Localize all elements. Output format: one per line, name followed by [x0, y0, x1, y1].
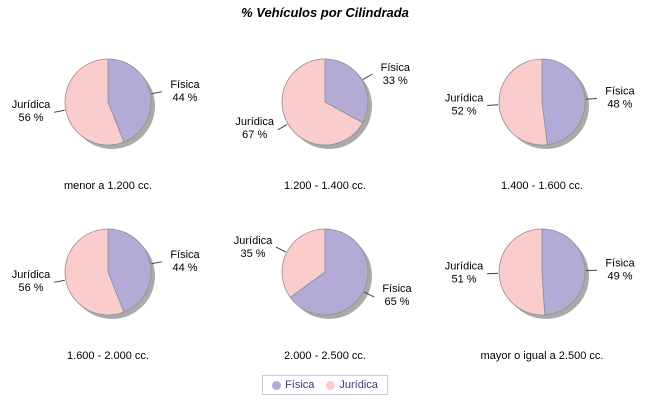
slice-label-juridica: Jurídica 56 %: [12, 99, 51, 124]
label-leader-line: [275, 246, 287, 253]
slice-label-fisica: Física 44 %: [170, 79, 200, 104]
slice-label-juridica: Jurídica 51 %: [445, 261, 484, 286]
pie-slice-juridica: [281, 58, 364, 146]
slice-label-fisica: Física 33 %: [381, 62, 411, 87]
slice-label-juridica: Jurídica 67 %: [235, 116, 274, 141]
pie-slice-juridica: [64, 228, 125, 316]
pie-slice-fisica: [289, 228, 369, 316]
pie-cell-4: Física 44 % Jurídica 56 % 1.600 - 2.000 cc.: [0, 210, 216, 380]
chart-title: % Vehículos por Cilindrada: [241, 5, 409, 20]
pie-cell-1: Física 44 % Jurídica 56 % menor a 1.200 cc.: [0, 40, 216, 210]
slice-label-juridica: Jurídica 56 %: [12, 269, 51, 294]
label-leader-line: [487, 104, 499, 106]
pie-cell-6: Física 49 % Jurídica 51 % mayor o igual a 2.…: [434, 210, 650, 380]
pie-cell-3: Física 48 % Jurídica 52 % 1.400 - 1.600 cc.: [434, 40, 650, 210]
label-leader-line: [53, 109, 65, 113]
legend: Física Jurídica: [0, 375, 650, 395]
label-leader-line: [585, 98, 597, 100]
slice-label-juridica: Jurídica 35 %: [234, 235, 273, 260]
pie-svg-1: Física 44 % Jurídica 56 %: [12, 58, 201, 149]
legend-bullet-icon: [272, 380, 282, 390]
pie-cell-5: Física 65 % Jurídica 35 % 2.000 - 2.500 cc.: [217, 210, 433, 380]
legend-label: Jurídica: [339, 379, 378, 391]
pie-slice-fisica: [324, 58, 369, 124]
pie-slice-fisica: [541, 228, 586, 316]
pie-caption-5: 2.000 - 2.500 cc.: [284, 350, 366, 362]
pie-caption-2: 1.200 - 1.400 cc.: [284, 180, 366, 192]
legend-entry-fisica: Física: [272, 379, 314, 391]
pie-svg-5: Física 65 % Jurídica 35 %: [234, 228, 413, 319]
slice-label-juridica: Jurídica 52 %: [445, 92, 484, 117]
pie-cell-2: Física 33 % Jurídica 67 % 1.200 - 1.400 cc.: [217, 40, 433, 210]
pie-caption-1: menor a 1.200 cc.: [63, 180, 153, 192]
label-leader-line: [151, 91, 163, 95]
slice-label-fisica: Física 48 %: [605, 86, 635, 111]
slice-label-fisica: Física 65 %: [382, 283, 412, 308]
pie-slice-juridica: [498, 58, 548, 146]
pie-slice-fisica: [107, 228, 152, 313]
slice-label-fisica: Física 49 %: [605, 257, 635, 282]
pie-svg-2: Física 33 % Jurídica 67 %: [235, 58, 411, 149]
pie-caption-6: mayor o igual a 2.500 cc.: [480, 350, 604, 362]
pie-caption-3: 1.400 - 1.600 cc.: [501, 180, 583, 192]
legend-box: Física Jurídica: [262, 375, 388, 395]
pie-caption-4: 1.600 - 2.000 cc.: [67, 350, 149, 362]
label-leader-line: [362, 73, 373, 81]
label-leader-line: [363, 291, 375, 298]
label-leader-line: [53, 279, 65, 283]
label-leader-line: [151, 261, 163, 265]
pie-svg-3: Física 48 % Jurídica 52 %: [445, 58, 635, 149]
legend-bullet-icon: [326, 380, 336, 390]
slice-label-fisica: Física 44 %: [170, 249, 200, 274]
pie-slice-juridica: [64, 58, 125, 146]
pie-slice-fisica: [541, 58, 586, 146]
label-leader-line: [277, 123, 288, 131]
legend-entry-juridica: Jurídica: [326, 379, 378, 391]
pie-svg-6: Física 49 % Jurídica 51 %: [445, 228, 636, 319]
pie-svg-4: Física 44 % Jurídica 56 %: [12, 228, 201, 319]
pie-slice-juridica: [281, 228, 326, 298]
pie-slice-juridica: [498, 228, 546, 316]
legend-label: Física: [285, 379, 315, 391]
pie-slice-fisica: [107, 58, 152, 143]
